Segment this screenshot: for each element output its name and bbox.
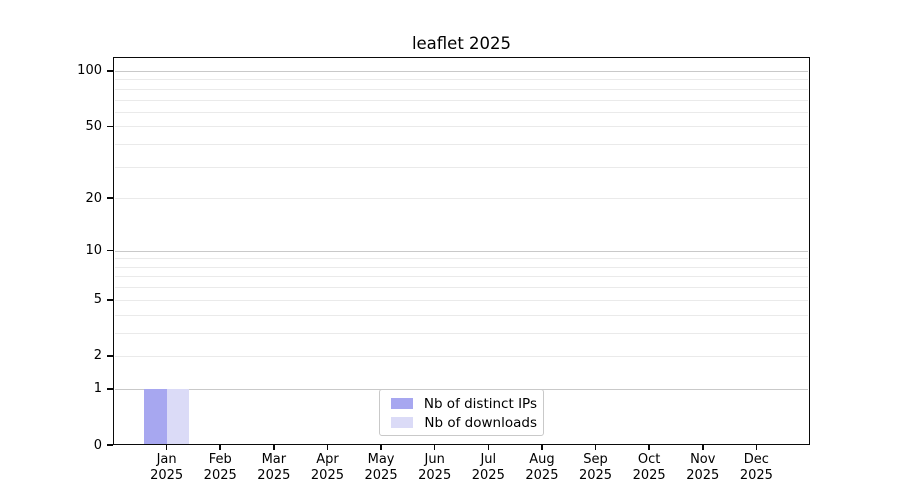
x-tick-label-apr: Apr 2025 xyxy=(295,452,359,484)
bar-nb-of-downloads-jan xyxy=(166,388,190,445)
x-tick-label-year: 2025 xyxy=(257,468,291,483)
x-tick-label-nov: Nov 2025 xyxy=(671,452,735,484)
y-tick-5 xyxy=(107,298,113,301)
y-tick-10 xyxy=(107,249,113,252)
legend: Nb of distinct IPs Nb of downloads xyxy=(379,389,544,436)
y-tick-20 xyxy=(107,197,113,200)
x-tick-oct xyxy=(648,445,650,450)
x-tick-jun xyxy=(433,445,436,450)
gridline-minor-4 xyxy=(115,314,808,316)
x-tick-label-month: Sep xyxy=(583,452,608,467)
x-tick-label-aug: Aug 2025 xyxy=(510,452,574,484)
x-tick-label-dec: Dec 2025 xyxy=(724,452,788,484)
x-tick-label-month: Dec xyxy=(743,452,769,467)
legend-swatch-downloads xyxy=(391,417,414,428)
gridline-minor-7 xyxy=(115,276,808,278)
y-tick-2 xyxy=(107,355,113,357)
x-tick-label-month: Aug xyxy=(529,452,555,467)
chart-title: leaflet 2025 xyxy=(411,34,512,53)
legend-label-distinct-ips: Nb of distinct IPs xyxy=(423,395,537,412)
legend-item-distinct-ips: Nb of distinct IPs xyxy=(386,394,537,413)
x-tick-label-feb: Feb 2025 xyxy=(188,452,252,484)
x-tick-label-year: 2025 xyxy=(739,468,773,483)
x-tick-jan xyxy=(165,445,168,450)
legend-item-downloads: Nb of downloads xyxy=(386,413,537,432)
gridline-minor-9 xyxy=(115,258,808,260)
gridline-minor-50 xyxy=(115,126,808,128)
gridline-minor-2 xyxy=(115,355,808,357)
x-tick-label-may: May 2025 xyxy=(349,452,413,484)
x-tick-label-month: Feb xyxy=(208,452,232,467)
x-tick-label-year: 2025 xyxy=(310,468,344,483)
gridline-major-100 xyxy=(115,70,808,72)
gridline-minor-90 xyxy=(115,79,808,81)
x-tick-label-year: 2025 xyxy=(471,468,505,483)
x-tick-label-year: 2025 xyxy=(525,468,559,483)
x-tick-dec xyxy=(755,445,758,450)
y-tick-label-100: 100 xyxy=(77,63,102,79)
x-tick-label-month: Jul xyxy=(480,452,497,467)
x-tick-jul xyxy=(487,445,490,450)
legend-swatch-distinct-ips xyxy=(391,398,413,409)
x-tick-label-mar: Mar 2025 xyxy=(242,452,306,484)
x-tick-label-jul: Jul 2025 xyxy=(456,452,520,484)
x-tick-label-year: 2025 xyxy=(364,468,398,483)
x-tick-label-month: May xyxy=(367,452,395,467)
x-tick-label-year: 2025 xyxy=(203,468,237,483)
x-tick-nov xyxy=(701,445,704,450)
y-tick-label-5: 5 xyxy=(93,292,102,308)
x-tick-label-month: Jun xyxy=(424,452,445,467)
x-tick-label-year: 2025 xyxy=(578,468,613,483)
x-tick-may xyxy=(380,445,382,450)
y-tick-label-2: 2 xyxy=(93,348,102,364)
y-tick-label-10: 10 xyxy=(85,243,102,259)
plot-frame xyxy=(113,57,810,445)
x-tick-apr xyxy=(326,445,329,450)
y-tick-50 xyxy=(107,125,113,128)
gridline-major-10 xyxy=(115,250,808,252)
x-tick-label-jan: Jan 2025 xyxy=(135,452,199,484)
x-tick-label-jun: Jun 2025 xyxy=(403,452,467,484)
y-tick-label-0: 0 xyxy=(93,437,102,453)
y-tick-label-1: 1 xyxy=(93,381,102,397)
y-tick-1 xyxy=(107,388,113,390)
x-tick-aug xyxy=(541,445,543,450)
x-tick-label-year: 2025 xyxy=(418,468,452,483)
x-tick-feb xyxy=(219,445,222,450)
x-tick-sep xyxy=(594,445,597,450)
y-tick-0 xyxy=(107,444,113,446)
x-tick-label-month: Nov xyxy=(690,452,716,467)
gridline-minor-6 xyxy=(115,287,808,289)
bar-nb-of-distinct-ips-jan xyxy=(144,388,167,445)
x-tick-label-month: Oct xyxy=(637,452,661,467)
x-tick-label-sep: Sep 2025 xyxy=(564,452,628,484)
gridline-minor-40 xyxy=(115,144,808,146)
gridline-minor-5 xyxy=(115,299,808,301)
x-tick-label-year: 2025 xyxy=(686,468,720,483)
x-tick-mar xyxy=(273,445,275,450)
gridline-minor-3 xyxy=(115,332,808,334)
x-tick-label-month: Jan xyxy=(156,452,177,467)
legend-label-downloads: Nb of downloads xyxy=(424,414,537,431)
gridline-minor-8 xyxy=(115,266,808,268)
gridline-minor-70 xyxy=(115,99,808,101)
x-tick-label-year: 2025 xyxy=(632,468,666,483)
x-tick-label-oct: Oct 2025 xyxy=(617,452,681,484)
y-tick-label-20: 20 xyxy=(85,190,102,206)
gridline-minor-30 xyxy=(115,166,808,168)
gridline-minor-80 xyxy=(115,88,808,90)
x-tick-label-year: 2025 xyxy=(150,468,184,483)
y-tick-label-50: 50 xyxy=(85,118,102,134)
gridline-minor-60 xyxy=(115,111,808,113)
x-tick-label-month: Apr xyxy=(316,452,339,467)
gridline-minor-20 xyxy=(115,198,808,200)
y-tick-100 xyxy=(107,70,113,72)
x-tick-label-month: Mar xyxy=(261,452,287,467)
